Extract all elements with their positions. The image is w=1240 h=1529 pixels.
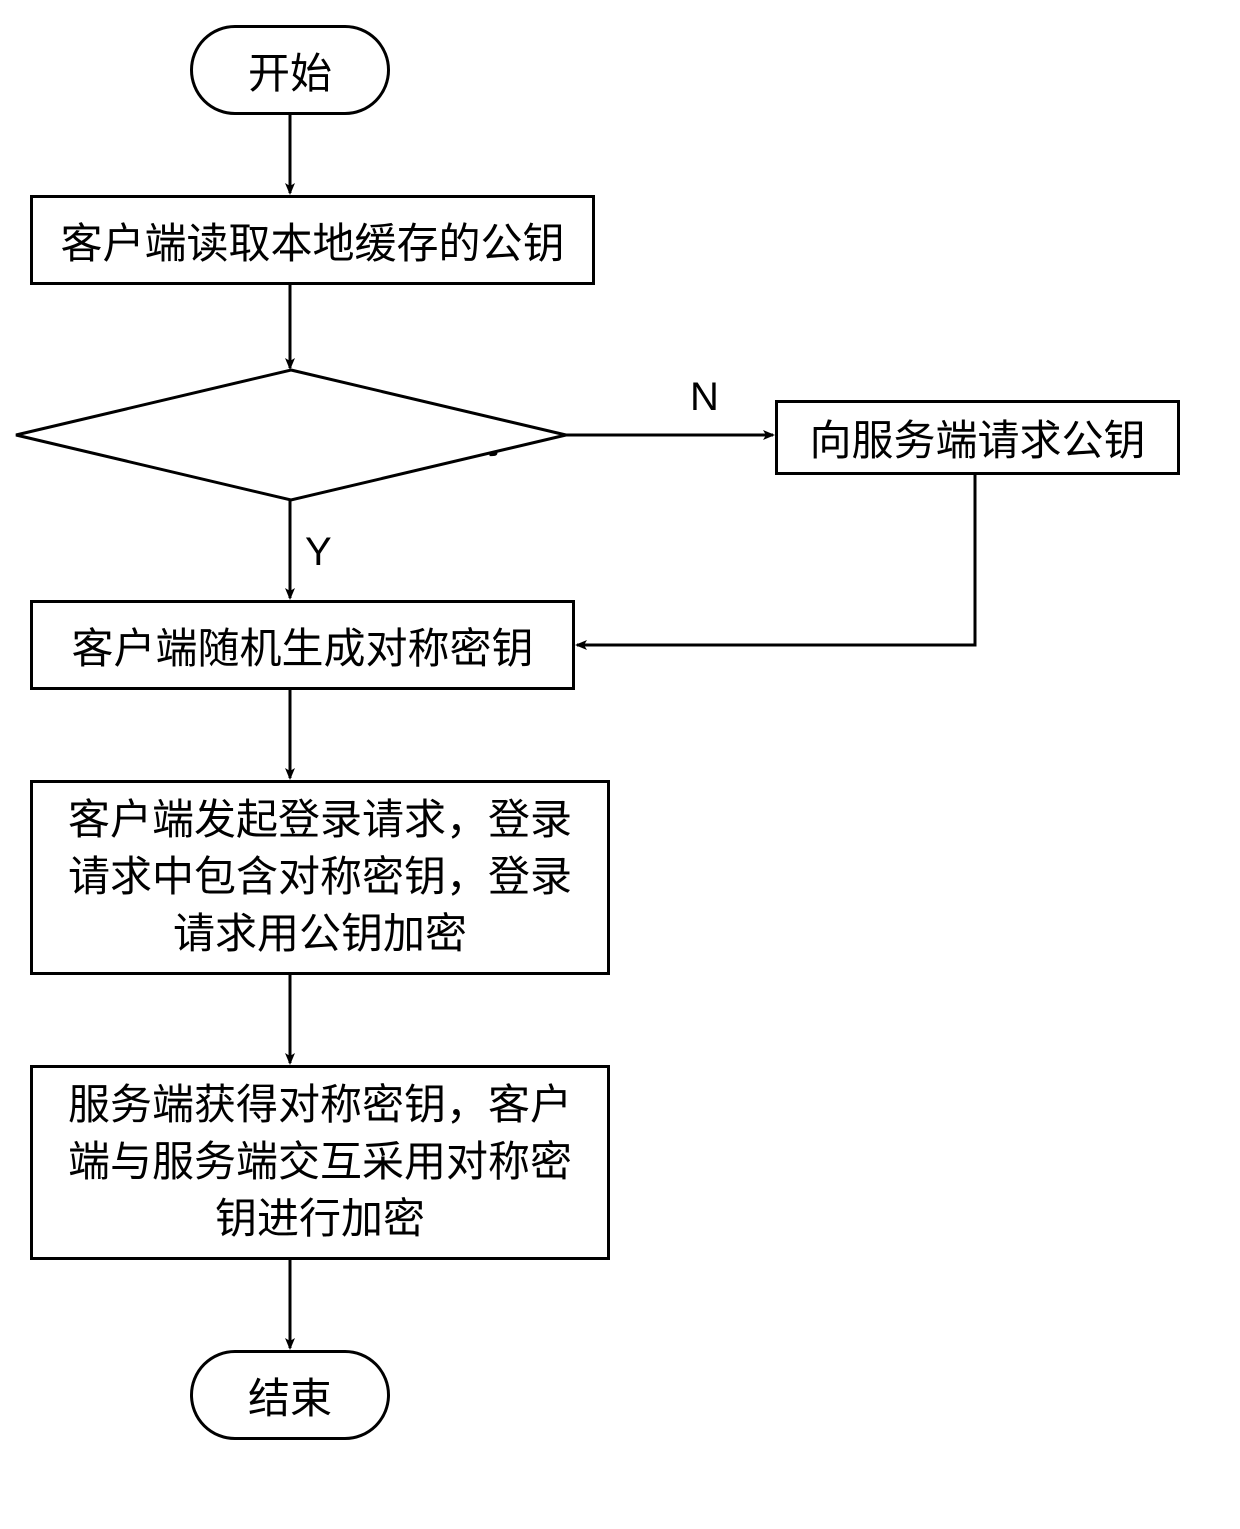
node-read: 客户端读取本地缓存的公钥 bbox=[30, 195, 595, 285]
node-decision-label: 本地缓存是否存在公钥 bbox=[81, 405, 501, 466]
node-server: 服务端获得对称密钥，客户端与服务端交互采用对称密钥进行加密 bbox=[30, 1065, 610, 1260]
node-request: 向服务端请求公钥 bbox=[775, 400, 1180, 475]
node-login: 客户端发起登录请求，登录请求中包含对称密钥，登录请求用公钥加密 bbox=[30, 780, 610, 975]
node-genkey: 客户端随机生成对称密钥 bbox=[30, 600, 575, 690]
node-start: 开始 bbox=[190, 25, 390, 115]
edge-label-Y: Y bbox=[305, 530, 332, 575]
node-request-label: 向服务端请求公钥 bbox=[809, 407, 1145, 468]
node-start-label: 开始 bbox=[248, 40, 332, 101]
node-end-label: 结束 bbox=[248, 1365, 332, 1426]
edge-label-N: N bbox=[690, 375, 719, 420]
node-genkey-label: 客户端随机生成对称密钥 bbox=[71, 615, 533, 676]
flowchart-canvas: 开始 客户端读取本地缓存的公钥 本地缓存是否存在公钥 向服务端请求公钥 客户端随… bbox=[0, 0, 1240, 1529]
node-read-label: 客户端读取本地缓存的公钥 bbox=[60, 210, 564, 271]
node-decision-label-wrap: 本地缓存是否存在公钥 bbox=[16, 370, 566, 500]
node-end: 结束 bbox=[190, 1350, 390, 1440]
node-login-label: 客户端发起登录请求，登录请求中包含对称密钥，登录请求用公钥加密 bbox=[53, 792, 587, 962]
edge-request-genkey bbox=[577, 475, 975, 645]
node-server-label: 服务端获得对称密钥，客户端与服务端交互采用对称密钥进行加密 bbox=[53, 1077, 587, 1247]
